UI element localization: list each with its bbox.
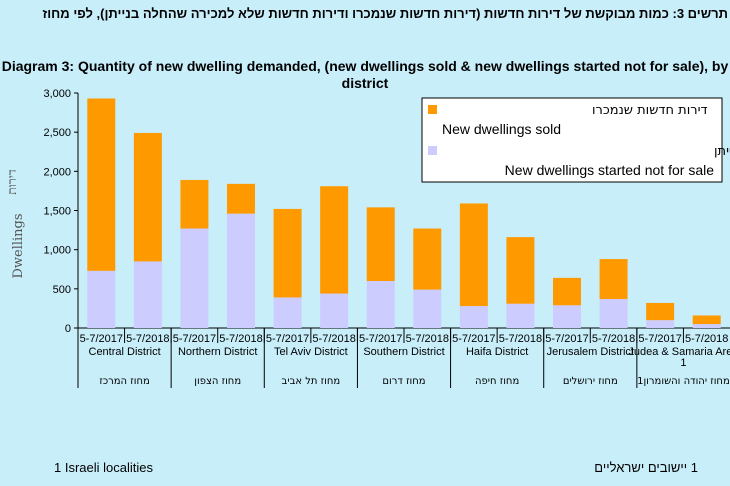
x-group-label: Jerusalem District	[547, 346, 634, 358]
x-category-label: 5-7/2018	[312, 333, 355, 345]
bar-segment-not-for-sale	[646, 320, 675, 328]
x-category-label: 5-7/2017	[266, 333, 309, 345]
bar-segment-not-for-sale	[180, 228, 209, 328]
x-group-label-hebrew: מחוז ירושלים	[563, 376, 618, 387]
x-group-label: Judea & Samaria Area	[628, 346, 730, 358]
legend-swatch-not-for-sale	[428, 146, 437, 155]
bar-segment-not-for-sale	[227, 213, 255, 328]
y-tick-label: 1,500	[43, 206, 71, 218]
x-group-label-hebrew: מחוז יהודה והשומרון1	[637, 376, 730, 387]
x-category-label: 5-7/2017	[638, 333, 681, 345]
y-tick-label: 3,000	[43, 88, 71, 100]
x-category-label: 5-7/2018	[499, 333, 542, 345]
x-group-label: Haifa District	[466, 346, 528, 358]
x-group-label-continued: 1	[680, 357, 686, 369]
hebrew-chart-title: תרשים 3: כמות מבוקשת של דירות חדשות (דיר…	[42, 6, 728, 21]
x-category-label: 5-7/2018	[126, 333, 169, 345]
bar-segment-not-for-sale	[133, 261, 162, 328]
y-tick-label: 0	[65, 323, 71, 335]
bar-segment-sold	[87, 98, 116, 271]
x-category-label: 5-7/2018	[219, 333, 262, 345]
x-category-label: 5-7/2017	[80, 333, 123, 345]
bar-segment-not-for-sale	[506, 303, 535, 328]
x-category-label: 5-7/2017	[452, 333, 495, 345]
x-group-label: Tel Aviv District	[274, 346, 348, 358]
bar-segment-sold	[227, 183, 255, 214]
bar-segment-sold	[133, 132, 162, 262]
bar-segment-not-for-sale	[692, 324, 721, 328]
bar-segment-sold	[692, 315, 721, 325]
footnote-english: 1 Israeli localities	[54, 460, 153, 475]
legend-label-not-for-sale-hebrew: דירות חדשות שלא למכירה שהחלה בנייתן	[714, 144, 730, 159]
x-group-label-hebrew: מחוז חיפה	[475, 376, 519, 387]
x-group-label-hebrew: מחוז דרום	[382, 376, 425, 387]
bar-segment-not-for-sale	[553, 305, 581, 328]
bar-segment-sold	[599, 259, 628, 300]
bar-segment-not-for-sale	[599, 299, 628, 328]
bar-segment-sold	[413, 228, 442, 290]
y-axis-label-hebrew: דירות	[5, 169, 19, 194]
y-axis-label: Dwellings	[11, 213, 26, 278]
bar-segment-sold	[646, 302, 675, 321]
y-tick-label: 500	[53, 284, 71, 296]
legend-box	[421, 97, 723, 183]
footnote-hebrew: 1 יישובים ישראליים	[594, 460, 698, 475]
chart-title: Diagram 3: Quantity of new dwelling dema…	[1, 58, 729, 91]
bar-segment-not-for-sale	[366, 281, 395, 328]
x-category-label: 5-7/2018	[406, 333, 449, 345]
x-group-label: Southern District	[363, 346, 444, 358]
y-tick-label: 2,000	[43, 166, 71, 178]
legend-label-not-for-sale: New dwellings started not for sale	[505, 162, 715, 178]
x-category-label: 5-7/2018	[592, 333, 635, 345]
bar-segment-sold	[366, 207, 395, 281]
bar-segment-sold	[459, 203, 488, 307]
bar-segment-sold	[180, 179, 209, 229]
x-group-label: Northern District	[178, 346, 257, 358]
bar-segment-not-for-sale	[459, 306, 488, 328]
legend-label-sold: New dwellings sold	[442, 121, 561, 137]
x-group-label: Central District	[89, 346, 161, 358]
x-category-label: 5-7/2017	[359, 333, 402, 345]
x-category-label: 5-7/2018	[685, 333, 728, 345]
bar-segment-sold	[320, 186, 349, 294]
x-group-label-hebrew: מחוז הצפון	[194, 376, 241, 387]
bar-segment-not-for-sale	[413, 289, 442, 328]
bar-segment-sold	[273, 208, 302, 298]
bar-segment-not-for-sale	[87, 270, 116, 328]
legend-label-sold-hebrew: דירות חדשות שנמכרו	[592, 103, 708, 118]
y-tick-label: 2,500	[43, 127, 71, 139]
x-group-label-hebrew: מחוז תל אביב	[282, 376, 341, 387]
legend-swatch-sold	[428, 105, 437, 114]
bar-segment-sold	[506, 237, 535, 304]
x-category-label: 5-7/2017	[173, 333, 216, 345]
x-category-label: 5-7/2017	[545, 333, 588, 345]
bar-segment-not-for-sale	[320, 293, 349, 328]
x-group-label-hebrew: מחוז המרכז	[99, 376, 149, 387]
bar-segment-sold	[553, 277, 581, 306]
y-tick-label: 1,000	[43, 245, 71, 257]
bar-segment-not-for-sale	[273, 297, 302, 328]
